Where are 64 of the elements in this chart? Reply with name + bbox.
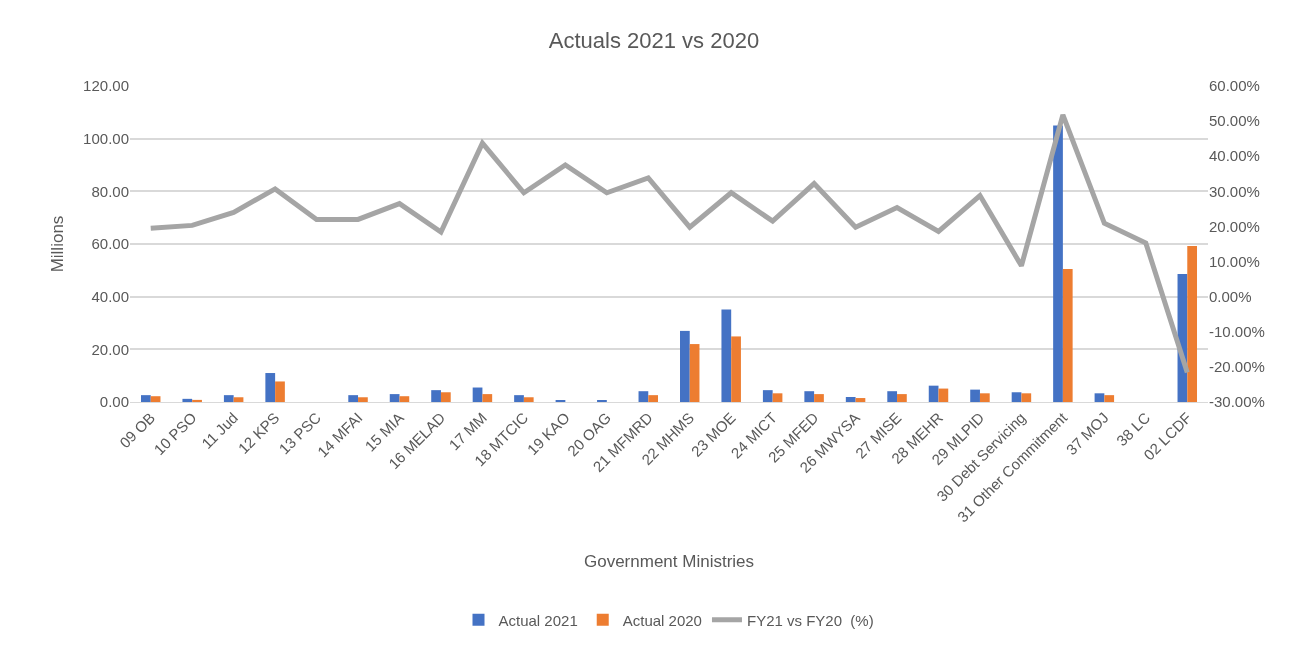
bar xyxy=(358,397,368,402)
bar xyxy=(762,390,773,402)
bar xyxy=(648,395,659,402)
y2-tick-label: -30.00% xyxy=(1209,393,1265,411)
bar xyxy=(275,381,285,402)
bar xyxy=(721,309,732,402)
bar xyxy=(399,396,410,402)
y2-tick-label: -10.00% xyxy=(1209,323,1265,341)
y-tick-label: 0.00 xyxy=(99,393,129,411)
bar xyxy=(265,373,276,402)
bar xyxy=(1062,269,1073,402)
bar xyxy=(1021,393,1032,402)
bar xyxy=(814,394,824,402)
y2-tick-label: -20.00% xyxy=(1209,358,1265,376)
bar xyxy=(233,397,244,402)
bar xyxy=(223,395,234,402)
chart-title: Actuals 2021 vs 2020 xyxy=(548,27,760,53)
y-tick-label: 20.00 xyxy=(91,340,129,358)
bar xyxy=(679,330,690,402)
bar xyxy=(348,395,359,402)
bar xyxy=(1094,393,1105,402)
y-tick-label: 80.00 xyxy=(91,182,129,200)
bar xyxy=(855,398,866,402)
bar xyxy=(928,385,939,402)
legend-label: Actual 2021 xyxy=(498,611,578,629)
y-tick-label: 40.00 xyxy=(91,287,129,305)
y2-tick-label: 30.00% xyxy=(1209,182,1260,200)
bar xyxy=(1104,395,1115,402)
bar xyxy=(431,390,441,402)
bar xyxy=(845,397,856,402)
bar xyxy=(897,394,907,402)
legend-label: FY21 vs FY20 (%) xyxy=(746,611,874,629)
bar xyxy=(731,336,741,402)
y2-tick-label: 60.00% xyxy=(1209,77,1260,95)
bar xyxy=(887,391,898,402)
y2-tick-label: 50.00% xyxy=(1209,112,1260,130)
bar xyxy=(523,397,534,402)
y-tick-label: 120.00 xyxy=(83,77,129,95)
bar xyxy=(804,391,815,402)
bar xyxy=(182,398,193,402)
y-tick-label: 60.00 xyxy=(91,235,129,253)
y2-tick-label: 10.00% xyxy=(1209,252,1260,270)
bar xyxy=(150,396,161,402)
bar xyxy=(638,391,649,402)
bar xyxy=(482,394,493,402)
bar xyxy=(970,389,980,402)
bar xyxy=(1053,125,1063,402)
bar xyxy=(689,344,700,402)
bar xyxy=(192,399,202,402)
bar xyxy=(979,393,990,402)
bar xyxy=(772,393,783,402)
y2-tick-label: 40.00% xyxy=(1209,147,1260,165)
y2-tick-label: 0.00% xyxy=(1209,287,1252,305)
legend-label: Actual 2020 xyxy=(622,611,702,629)
bar xyxy=(440,392,451,402)
bar xyxy=(140,395,151,402)
y2-tick-label: 20.00% xyxy=(1209,217,1260,235)
bar xyxy=(514,395,524,402)
y-tick-label: 100.00 xyxy=(83,129,129,147)
bar xyxy=(389,394,400,402)
bar xyxy=(1011,392,1022,402)
x-axis-title: Government Ministries xyxy=(583,551,755,571)
bar xyxy=(1187,246,1198,402)
y-axis-title: Millions xyxy=(47,215,67,273)
